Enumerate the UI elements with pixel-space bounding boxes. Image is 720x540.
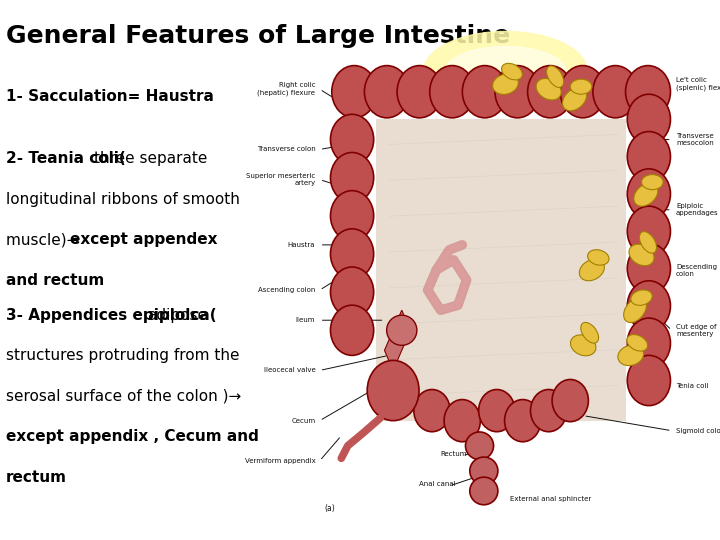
Ellipse shape xyxy=(465,432,494,460)
Text: Ileocecal valve: Ileocecal valve xyxy=(264,367,315,374)
Text: and rectum: and rectum xyxy=(6,273,104,288)
Text: three separate: three separate xyxy=(94,151,207,166)
Text: Cut edge of
mesentery: Cut edge of mesentery xyxy=(676,324,716,337)
Circle shape xyxy=(627,132,670,182)
Text: Ileum: Ileum xyxy=(296,317,315,323)
Ellipse shape xyxy=(629,244,654,266)
Circle shape xyxy=(397,65,442,118)
Text: Epiploic
appendages: Epiploic appendages xyxy=(676,203,719,216)
Circle shape xyxy=(330,191,374,241)
Ellipse shape xyxy=(618,345,644,366)
Circle shape xyxy=(364,65,410,118)
Circle shape xyxy=(627,318,670,368)
Circle shape xyxy=(528,65,572,118)
Ellipse shape xyxy=(536,78,561,100)
Circle shape xyxy=(367,360,419,421)
Circle shape xyxy=(330,152,374,202)
Ellipse shape xyxy=(562,87,587,111)
Text: Transverse colon: Transverse colon xyxy=(256,146,315,152)
Text: Le't colic
(splenic) flexure: Le't colic (splenic) flexure xyxy=(676,77,720,91)
Circle shape xyxy=(593,65,638,118)
Text: 3- Appendices epiplolca(: 3- Appendices epiplolca( xyxy=(6,308,217,323)
Text: General Features of Large Intestine: General Features of Large Intestine xyxy=(6,24,510,48)
Text: Transverse
mesocolon: Transverse mesocolon xyxy=(676,133,714,146)
Circle shape xyxy=(627,94,670,144)
Text: rectum: rectum xyxy=(6,470,67,485)
Circle shape xyxy=(330,267,374,317)
Circle shape xyxy=(626,65,670,118)
Text: Right colic
(hepatic) flexure: Right colic (hepatic) flexure xyxy=(257,83,315,96)
Text: Haustra: Haustra xyxy=(288,242,315,248)
Circle shape xyxy=(414,389,450,431)
Text: Descending
colon: Descending colon xyxy=(676,264,717,276)
Text: serosal surface of the colon )→: serosal surface of the colon )→ xyxy=(6,389,241,404)
Text: adipose: adipose xyxy=(148,308,207,323)
Circle shape xyxy=(627,169,670,219)
Circle shape xyxy=(627,206,670,256)
Text: Cecum: Cecum xyxy=(291,417,315,424)
Circle shape xyxy=(462,65,508,118)
Circle shape xyxy=(560,65,606,118)
Ellipse shape xyxy=(624,298,647,322)
Circle shape xyxy=(627,355,670,406)
Text: Anal canal: Anal canal xyxy=(419,481,456,487)
Text: except appendix , Cecum and: except appendix , Cecum and xyxy=(6,429,258,444)
Circle shape xyxy=(444,400,480,442)
Text: except appendex: except appendex xyxy=(70,232,217,247)
Ellipse shape xyxy=(469,457,498,485)
Text: (a): (a) xyxy=(324,504,335,513)
Ellipse shape xyxy=(631,290,652,305)
Circle shape xyxy=(627,281,670,331)
Circle shape xyxy=(627,244,670,294)
Ellipse shape xyxy=(423,31,588,112)
Text: longitudinal ribbons of smooth: longitudinal ribbons of smooth xyxy=(6,192,240,207)
Circle shape xyxy=(552,380,588,422)
Polygon shape xyxy=(376,119,626,421)
Text: Rectum: Rectum xyxy=(441,451,467,457)
Ellipse shape xyxy=(546,66,564,87)
Ellipse shape xyxy=(570,79,592,94)
Ellipse shape xyxy=(634,183,658,206)
Text: structures protruding from the: structures protruding from the xyxy=(6,348,239,363)
Ellipse shape xyxy=(492,74,518,94)
Text: Superior meserteric
artery: Superior meserteric artery xyxy=(246,173,315,186)
Circle shape xyxy=(330,114,374,165)
Text: 2- Teania coli(: 2- Teania coli( xyxy=(6,151,125,166)
Text: 1- Sacculation= Haustra: 1- Sacculation= Haustra xyxy=(6,89,214,104)
Ellipse shape xyxy=(502,63,522,80)
Ellipse shape xyxy=(581,322,598,343)
Ellipse shape xyxy=(387,315,417,346)
Text: Ascending colon: Ascending colon xyxy=(258,287,315,293)
Ellipse shape xyxy=(570,335,596,356)
Circle shape xyxy=(479,389,515,431)
Ellipse shape xyxy=(642,174,663,190)
Ellipse shape xyxy=(469,477,498,505)
Ellipse shape xyxy=(627,335,647,351)
Polygon shape xyxy=(384,310,410,370)
Ellipse shape xyxy=(445,46,566,97)
Ellipse shape xyxy=(580,259,604,281)
Text: Tenia coli: Tenia coli xyxy=(676,382,708,388)
Circle shape xyxy=(505,400,541,442)
Text: External anal sphincter: External anal sphincter xyxy=(510,496,591,502)
Ellipse shape xyxy=(639,232,657,253)
Circle shape xyxy=(531,389,567,431)
Text: Vermiform appendix: Vermiform appendix xyxy=(245,458,315,464)
Text: muscle)→: muscle)→ xyxy=(6,232,99,247)
Circle shape xyxy=(330,305,374,355)
Text: Sigmoid colon: Sigmoid colon xyxy=(676,428,720,434)
Ellipse shape xyxy=(588,249,609,265)
Circle shape xyxy=(430,65,474,118)
Circle shape xyxy=(332,65,377,118)
Circle shape xyxy=(495,65,540,118)
Circle shape xyxy=(330,229,374,279)
